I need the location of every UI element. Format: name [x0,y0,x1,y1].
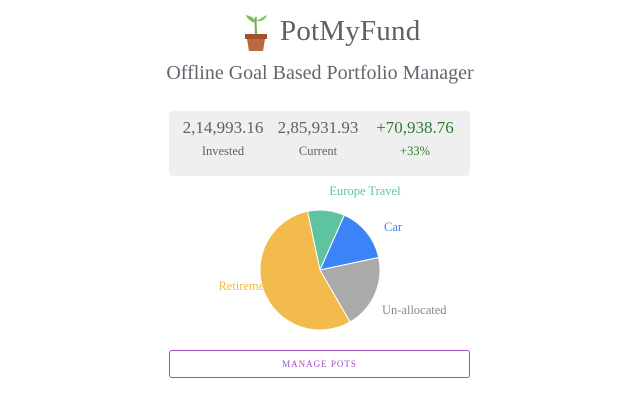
pie-label-un-allocated: Un-allocated [382,303,447,317]
page-subtitle: Offline Goal Based Portfolio Manager [166,62,474,84]
pie-slice-car [319,214,380,271]
current-label: Current [298,143,338,158]
app-title: PotMyFund [280,15,421,47]
pie-label-car: Car [384,220,403,234]
app-header: PotMyFund [0,13,640,53]
pie-slice-retirement [259,210,351,331]
pie-slice-un-allocated [319,256,381,323]
invested-label: Invested [201,143,245,158]
manage-pots-button[interactable]: MANAGE POTS [169,350,470,378]
invested-stat: 2,14,993.16 Invested [173,118,273,159]
current-value: 2,85,931.93 [277,118,359,137]
invested-value: 2,14,993.16 [182,118,264,137]
pie-label-retirement: Retirement [218,279,274,293]
current-stat: 2,85,931.93 Current [268,118,368,159]
portfolio-summary: 2,14,993.16 Invested 2,85,931.93 Current… [169,111,470,176]
gain-stat: +70,938.76 +33% [365,118,465,159]
pie-label-europe-travel: Europe Travel [329,184,401,198]
pie-slice-europe-travel [306,209,346,272]
potted-plant-icon [245,15,267,51]
gain-value: +70,938.76 [376,118,454,137]
gain-percent: +33% [400,143,430,158]
